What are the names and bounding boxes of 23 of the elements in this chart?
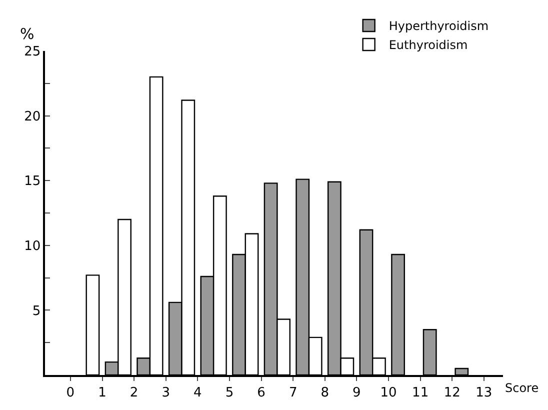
x-tick-label: 9	[352, 385, 361, 400]
x-tick-label: 1	[98, 385, 106, 400]
x-tick-label: 3	[162, 385, 170, 400]
x-axis-title: Score	[505, 381, 539, 395]
y-tick-label: 15	[24, 174, 41, 190]
x-tick-label: 7	[288, 385, 298, 400]
legend-label: Euthyroidism	[388, 38, 468, 52]
x-tick-label: 12	[444, 385, 460, 400]
x-tick-label: 5	[225, 385, 234, 400]
x-tick-label: 0	[66, 385, 75, 400]
x-tick-label: 2	[130, 385, 138, 400]
y-tick-label: 10	[24, 238, 41, 254]
y-tick-label: 5	[32, 304, 41, 319]
x-tick-label: 13	[476, 385, 492, 400]
legend-label: Hyperthyroidism	[388, 19, 489, 34]
x-tick-label: 10	[380, 385, 397, 400]
y-tick-label: 25	[24, 44, 41, 60]
y-tick-label: 20	[24, 109, 41, 124]
x-tick-label: 4	[194, 385, 202, 400]
x-tick-label: 6	[257, 385, 266, 400]
y-axis-title: %	[20, 25, 34, 43]
x-tick-label: 8	[320, 385, 330, 400]
x-tick-label: 11	[412, 385, 429, 400]
